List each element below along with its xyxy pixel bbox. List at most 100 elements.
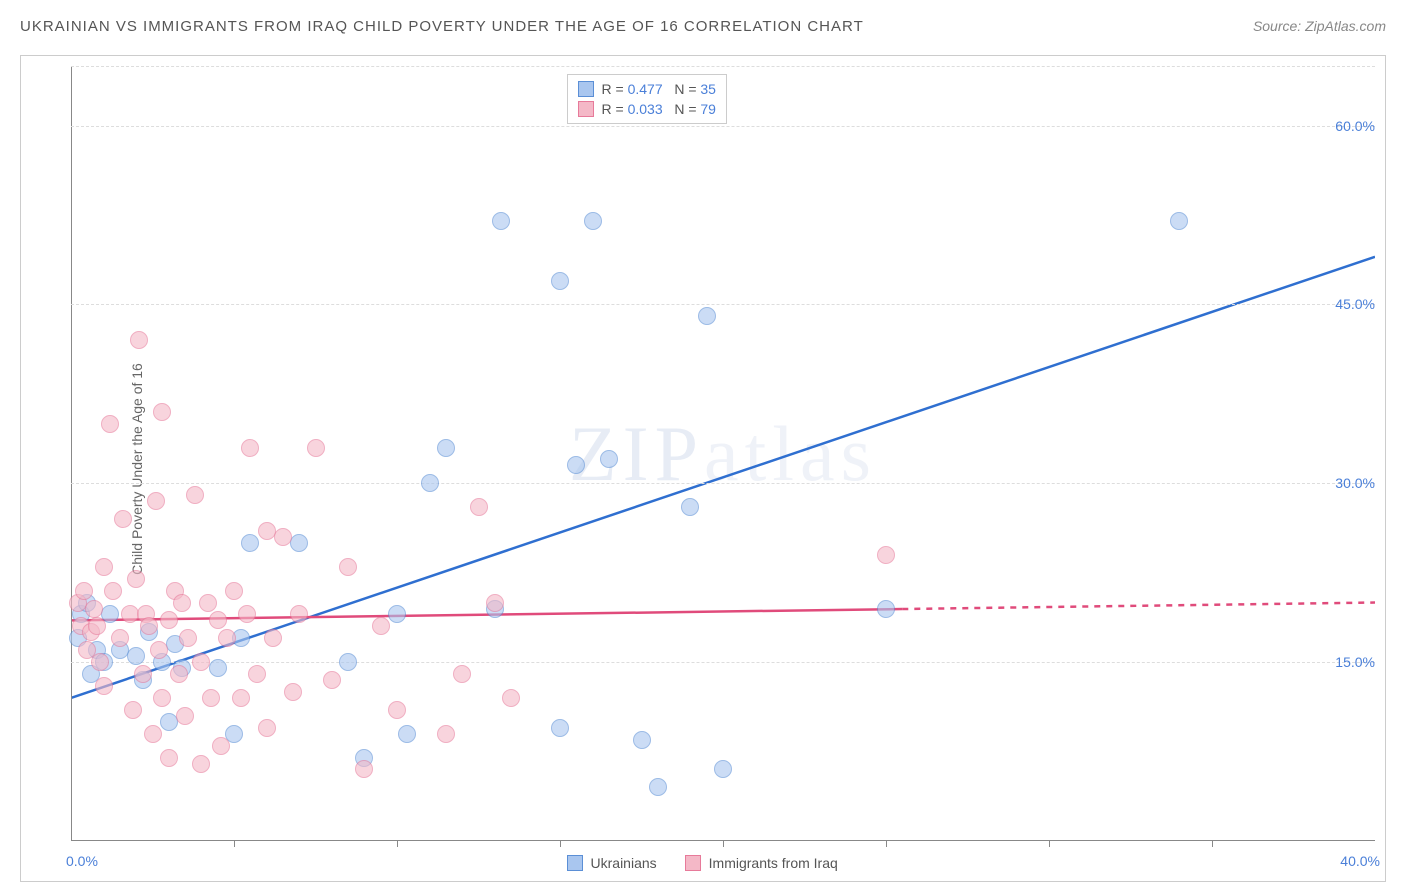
data-point xyxy=(398,725,416,743)
data-point xyxy=(218,629,236,647)
data-point xyxy=(153,403,171,421)
legend-series-item: Immigrants from Iraq xyxy=(685,855,838,871)
data-point xyxy=(339,558,357,576)
y-tick-label: 30.0% xyxy=(1335,475,1375,491)
data-point xyxy=(600,450,618,468)
data-point xyxy=(111,629,129,647)
x-tick xyxy=(1049,841,1050,847)
data-point xyxy=(714,760,732,778)
legend-series: Ukrainians Immigrants from Iraq xyxy=(567,855,838,871)
data-point xyxy=(681,498,699,516)
legend-stats-text: R = 0.033 N = 79 xyxy=(602,101,716,117)
data-point xyxy=(179,629,197,647)
regression-line-dashed xyxy=(902,603,1375,609)
data-point xyxy=(258,719,276,737)
data-point xyxy=(339,653,357,671)
legend-series-name: Immigrants from Iraq xyxy=(709,855,838,871)
chart-container: Child Poverty Under the Age of 16 ZIPatl… xyxy=(20,55,1386,882)
data-point xyxy=(225,582,243,600)
y-tick-label: 15.0% xyxy=(1335,654,1375,670)
data-point xyxy=(241,534,259,552)
legend-swatch xyxy=(567,855,583,871)
data-point xyxy=(140,617,158,635)
data-point xyxy=(104,582,122,600)
data-point xyxy=(388,701,406,719)
data-point xyxy=(274,528,292,546)
data-point xyxy=(85,600,103,618)
data-point xyxy=(202,689,220,707)
data-point xyxy=(551,272,569,290)
grid-line xyxy=(71,483,1375,484)
data-point xyxy=(160,713,178,731)
data-point xyxy=(453,665,471,683)
data-point xyxy=(192,755,210,773)
data-point xyxy=(91,653,109,671)
data-point xyxy=(649,778,667,796)
data-point xyxy=(492,212,510,230)
data-point xyxy=(633,731,651,749)
data-point xyxy=(307,439,325,457)
data-point xyxy=(127,570,145,588)
legend-swatch xyxy=(578,81,594,97)
data-point xyxy=(147,492,165,510)
data-point xyxy=(160,749,178,767)
grid-line xyxy=(71,126,1375,127)
data-point xyxy=(134,665,152,683)
data-point xyxy=(437,439,455,457)
data-point xyxy=(290,605,308,623)
data-point xyxy=(121,605,139,623)
data-point xyxy=(584,212,602,230)
data-point xyxy=(75,582,93,600)
data-point xyxy=(388,605,406,623)
plot-area: ZIPatlas 15.0%30.0%45.0%60.0%0.0%40.0%R … xyxy=(71,66,1375,841)
x-tick xyxy=(560,841,561,847)
grid-line xyxy=(71,662,1375,663)
data-point xyxy=(258,522,276,540)
data-point xyxy=(241,439,259,457)
data-point xyxy=(130,331,148,349)
x-tick xyxy=(886,841,887,847)
legend-swatch xyxy=(578,101,594,117)
data-point xyxy=(248,665,266,683)
legend-stats-row: R = 0.033 N = 79 xyxy=(578,99,716,119)
data-point xyxy=(160,611,178,629)
data-point xyxy=(284,683,302,701)
legend-stats-row: R = 0.477 N = 35 xyxy=(578,79,716,99)
data-point xyxy=(1170,212,1188,230)
data-point xyxy=(114,510,132,528)
x-tick-label: 0.0% xyxy=(66,853,98,869)
data-point xyxy=(238,605,256,623)
x-tick xyxy=(397,841,398,847)
data-point xyxy=(124,701,142,719)
data-point xyxy=(144,725,162,743)
x-tick xyxy=(234,841,235,847)
data-point xyxy=(437,725,455,743)
data-point xyxy=(88,617,106,635)
data-point xyxy=(698,307,716,325)
data-point xyxy=(150,641,168,659)
data-point xyxy=(212,737,230,755)
data-point xyxy=(192,653,210,671)
source-label: Source: ZipAtlas.com xyxy=(1253,18,1386,34)
data-point xyxy=(95,677,113,695)
data-point xyxy=(101,415,119,433)
data-point xyxy=(173,594,191,612)
grid-line xyxy=(71,66,1375,67)
y-axis-line xyxy=(71,66,72,841)
data-point xyxy=(199,594,217,612)
data-point xyxy=(209,611,227,629)
legend-series-name: Ukrainians xyxy=(591,855,657,871)
data-point xyxy=(551,719,569,737)
data-point xyxy=(567,456,585,474)
x-tick xyxy=(1212,841,1213,847)
legend-swatch xyxy=(685,855,701,871)
y-tick-label: 60.0% xyxy=(1335,118,1375,134)
data-point xyxy=(209,659,227,677)
data-point xyxy=(264,629,282,647)
data-point xyxy=(502,689,520,707)
data-point xyxy=(877,546,895,564)
legend-series-item: Ukrainians xyxy=(567,855,657,871)
legend-stats-text: R = 0.477 N = 35 xyxy=(602,81,716,97)
x-tick-label: 40.0% xyxy=(1340,853,1380,869)
y-tick-label: 45.0% xyxy=(1335,296,1375,312)
